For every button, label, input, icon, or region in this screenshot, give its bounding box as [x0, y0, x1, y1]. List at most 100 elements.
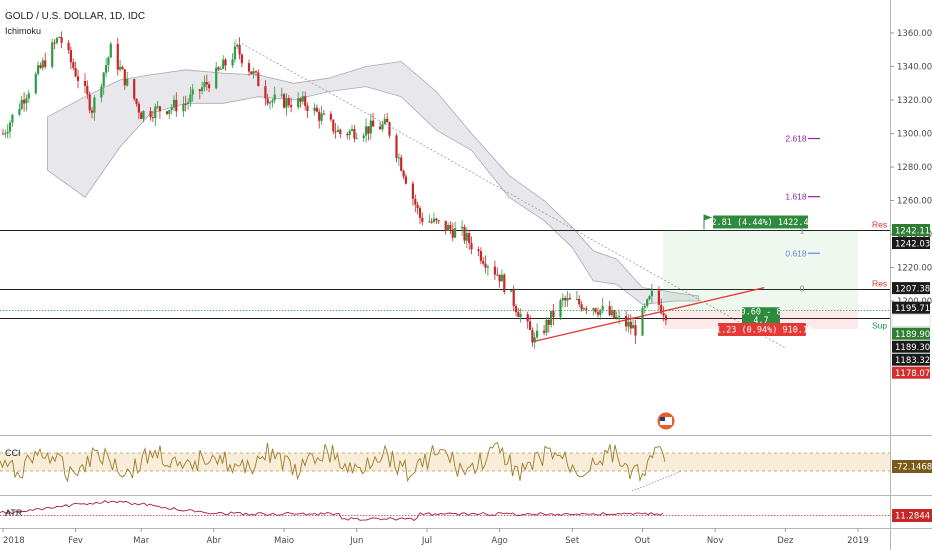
- price-scale-label[interactable]: 1207.38: [895, 285, 930, 295]
- candle-body: [627, 321, 630, 327]
- price-scale-label[interactable]: 1183.32: [895, 356, 930, 366]
- candle-body: [280, 94, 283, 96]
- atr-line: [0, 500, 664, 521]
- candle-body: [39, 65, 42, 68]
- candle-body: [496, 274, 499, 276]
- candle-body: [332, 119, 335, 132]
- candle-body: [67, 42, 70, 50]
- candle-body: [203, 82, 206, 88]
- price-scale-label[interactable]: 1189.90: [895, 330, 930, 340]
- time-tick-label: Fev: [68, 536, 83, 546]
- candle-body: [198, 89, 201, 92]
- downtrend-line[interactable]: [234, 39, 786, 349]
- price-scale-label-bg: [892, 224, 930, 236]
- time-axis[interactable]: 2018 Fev Mar Abr Maio Jun Jul Ago Set Out Nov Dez 20…: [2, 528, 869, 546]
- price-axis[interactable]: 1360.00 1340.00 1320.00 1300.00 1280.00 1260.…: [890, 29, 932, 379]
- atr-pane: ATR 11.2844: [0, 500, 932, 522]
- candle-body: [238, 44, 241, 55]
- ratio-label: 0.60 - 8: [741, 308, 782, 318]
- candle-body: [339, 129, 342, 135]
- stop-label-bg: [718, 322, 806, 336]
- candle-body: [109, 43, 112, 58]
- candle-body: [531, 330, 534, 343]
- target-label: 52.81 (4.44%) 1422.48: [706, 218, 813, 228]
- candle-body: [208, 84, 211, 89]
- candle-body: [430, 221, 433, 223]
- candle-body: [372, 120, 375, 127]
- time-tick-label: Out: [635, 536, 651, 546]
- candle-body: [416, 204, 419, 209]
- candle-body: [418, 208, 422, 218]
- candle-body: [550, 311, 553, 325]
- candle-body: [27, 93, 30, 99]
- indicator-label: Ichimoku: [5, 26, 41, 36]
- candle-body: [482, 261, 485, 264]
- fib-label-1-618: 1.618: [785, 192, 807, 202]
- candle-body: [23, 99, 26, 104]
- candle-body: [660, 304, 663, 314]
- candle-body: [44, 60, 47, 67]
- price-scale-label[interactable]: 1242.11: [895, 227, 930, 237]
- price-scale-label[interactable]: 1242.03: [895, 240, 930, 250]
- drawing-tools[interactable]: 2.618 1.618 1 0.618 0 52.81 (4.44%) 1422.48 0.…: [234, 39, 858, 431]
- price-scale-label[interactable]: 1194.48: [895, 317, 930, 327]
- candle-body: [592, 308, 595, 310]
- price-tick-label: 1260.00: [897, 197, 932, 207]
- candle-body: [322, 113, 325, 115]
- ratio-sublabel: 4.7: [753, 316, 768, 326]
- candle-body: [449, 225, 452, 230]
- candle-body: [135, 98, 138, 104]
- atr-value: 11.2844: [895, 512, 930, 522]
- candle-body: [254, 71, 258, 73]
- candle-body: [247, 63, 251, 72]
- cci-label: CCI: [5, 448, 21, 458]
- candle-body: [51, 42, 54, 67]
- price-tick-label: 1220.00: [897, 264, 932, 274]
- candle-body: [290, 105, 293, 108]
- candle-body: [158, 106, 161, 112]
- candle-body: [369, 120, 372, 134]
- candle-body: [388, 122, 391, 136]
- candle-body: [53, 42, 56, 44]
- level-label-resistance: Res: [872, 220, 887, 230]
- candle-body: [268, 102, 272, 104]
- candle-body: [500, 274, 503, 282]
- candle-body: [90, 110, 94, 113]
- candle-body: [191, 89, 194, 95]
- candle-body: [432, 218, 436, 222]
- price-scale-label-bg: [892, 340, 930, 353]
- price-scale-label[interactable]: 1195.71: [895, 304, 930, 314]
- candle-body: [350, 129, 354, 131]
- candle-body: [165, 111, 169, 114]
- fib-label-0-618: 0.618: [785, 248, 807, 258]
- cci-divergence-line: [631, 470, 683, 492]
- price-scale-label[interactable]: 1178.07: [895, 369, 930, 379]
- cci-pane: CCI -72.1468: [0, 441, 932, 492]
- candle-body: [88, 94, 91, 111]
- candle-body: [215, 67, 218, 89]
- flag-icon: [704, 214, 712, 228]
- candle-body: [217, 67, 220, 70]
- candle-body: [76, 76, 80, 81]
- candle-body: [60, 37, 63, 43]
- candle-body: [189, 94, 192, 103]
- candle-body: [287, 98, 290, 106]
- candle-body: [121, 66, 124, 70]
- candle-body: [451, 229, 454, 238]
- candle-body: [55, 38, 58, 43]
- candle-body: [575, 299, 578, 300]
- candle-body: [149, 111, 152, 118]
- candle-body: [231, 59, 234, 66]
- candle-body: [629, 321, 632, 329]
- candle-body: [271, 100, 274, 103]
- candle-body: [585, 308, 588, 310]
- cloud-area: [47, 61, 700, 305]
- price-scale-label[interactable]: 1189.30: [895, 343, 930, 353]
- candle-body: [126, 79, 129, 86]
- candle-body: [486, 266, 489, 268]
- atr-label: ATR: [5, 508, 23, 518]
- support-trendline[interactable]: [534, 286, 765, 342]
- candle-body: [601, 306, 604, 310]
